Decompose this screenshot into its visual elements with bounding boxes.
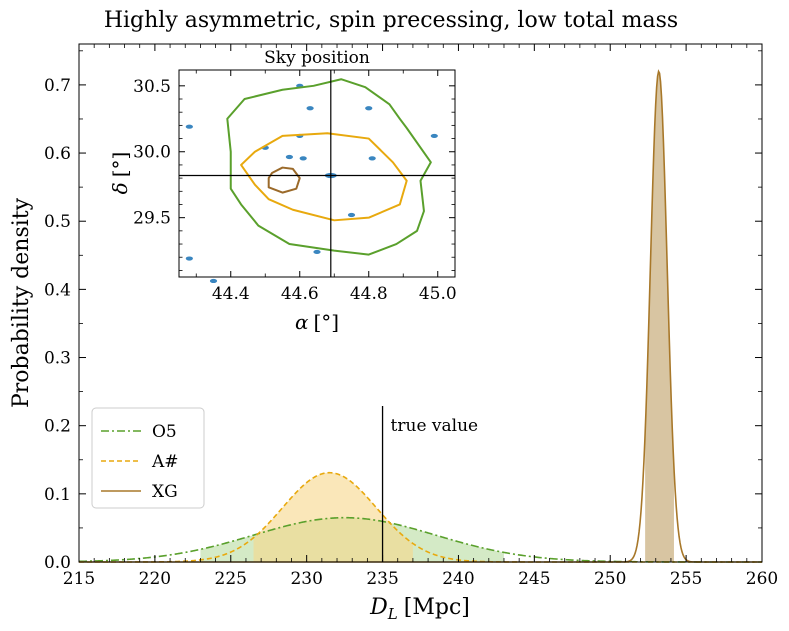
- sky-sample-blob: [306, 106, 314, 111]
- sky-sample-blob: [285, 154, 293, 160]
- y-tick-label: 0.6: [44, 144, 71, 164]
- y-tick-label: 0.3: [44, 349, 71, 369]
- y-tick-label: 0.1: [44, 485, 71, 505]
- sky-sample-blob: [365, 106, 373, 111]
- sky-sample-blob: [313, 249, 321, 255]
- x-tick-label: 225: [215, 569, 247, 589]
- legend-label-xg: XG: [152, 482, 178, 502]
- y-axis-label: Probability density: [9, 197, 34, 408]
- x-tick-label: 230: [290, 569, 322, 589]
- contour-a-sharp: [240, 132, 408, 222]
- true-value-label: true value: [391, 416, 479, 436]
- inset-axis-ticks: 44.4 44.6 44.8 45.0 29.5 30.0 30.5: [133, 70, 457, 304]
- x-tick-label: 235: [366, 569, 398, 589]
- inset-x-symbol: α: [295, 310, 309, 334]
- inset-x-unit: [°]: [313, 310, 339, 334]
- contour-xg: [267, 166, 301, 194]
- y-tick-label: 0.0: [44, 553, 71, 573]
- inset-y-unit: [°]: [108, 152, 132, 178]
- x-tick-label: 215: [63, 569, 95, 589]
- inset-background: [179, 70, 455, 277]
- sky-sample-blob: [185, 256, 193, 261]
- inset-y-tick-label: 30.5: [133, 77, 171, 97]
- x-axis-subscript: L: [387, 605, 398, 623]
- main-plot-frame: [78, 43, 763, 563]
- inset-y-symbol: δ: [108, 182, 132, 194]
- inset-x-label: α [°]: [295, 310, 339, 334]
- inset-frame: [178, 69, 456, 278]
- x-tick-label: 260: [746, 569, 778, 589]
- y-tick-label: 0.2: [44, 417, 71, 437]
- chart-title: Highly asymmetric, spin precessing, low …: [104, 8, 678, 33]
- inset-contours: [226, 78, 432, 256]
- x-tick-label: 250: [594, 569, 626, 589]
- main-axis-ticks: 215 220 225 230 235 240 245 250 255 260 0.0 0.1 0.2 0…: [44, 44, 778, 589]
- x-tick-label: 240: [442, 569, 474, 589]
- y-tick-label: 0.5: [44, 212, 71, 232]
- x-tick-label: 255: [670, 569, 702, 589]
- inset-y-tick-label: 30.0: [133, 143, 171, 163]
- inset-x-tick-label: 44.6: [281, 284, 319, 304]
- x-axis-symbol: D: [369, 595, 388, 620]
- sky-sample-blob: [430, 133, 438, 139]
- sky-sample-blob: [209, 278, 218, 284]
- fill-xg: [645, 71, 674, 563]
- legend: O5 A# XG: [91, 407, 205, 509]
- legend-label-a-sharp: A#: [151, 452, 179, 472]
- sky-sample-blob: [368, 156, 376, 161]
- inset-y-label: δ [°]: [108, 152, 132, 195]
- x-tick-label: 245: [518, 569, 550, 589]
- x-axis-unit: [Mpc]: [404, 595, 470, 620]
- y-tick-label: 0.7: [44, 76, 71, 96]
- legend-label-o5: O5: [152, 422, 177, 442]
- inset-x-tick-label: 45.0: [419, 284, 457, 304]
- inset-x-tick-label: 44.4: [212, 284, 250, 304]
- contour-o5: [226, 78, 432, 256]
- inset-x-tick-label: 44.8: [350, 284, 388, 304]
- inset-sky-position: 44.4 44.6 44.8 45.0 29.5 30.0 30.5 Sky positio…: [108, 48, 457, 334]
- legend-box: [91, 407, 205, 509]
- sky-sample-blob: [347, 212, 356, 218]
- x-axis-label: DL [Mpc]: [369, 595, 470, 623]
- inset-title: Sky position: [264, 48, 370, 68]
- y-tick-label: 0.4: [44, 280, 71, 300]
- sky-sample-blob: [299, 156, 307, 161]
- sky-sample-blob: [185, 124, 193, 129]
- inset-y-tick-label: 29.5: [133, 209, 171, 229]
- x-tick-label: 220: [139, 569, 171, 589]
